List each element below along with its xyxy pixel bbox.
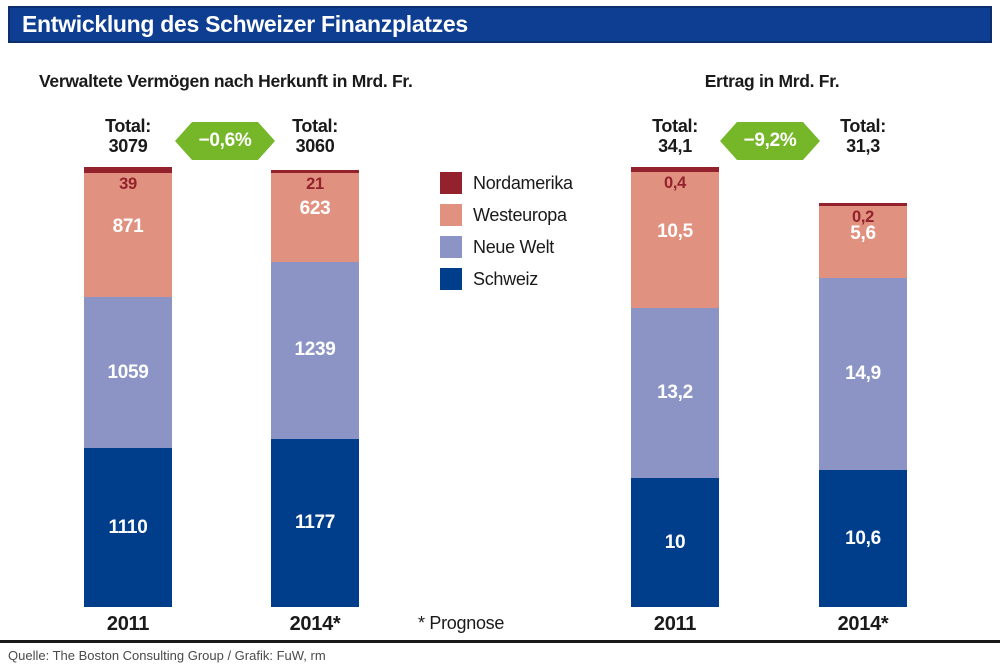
segment-value-schweiz: 10,6 — [845, 527, 881, 549]
total-value: 3079 — [108, 136, 148, 156]
segment-value-schweiz: 10 — [664, 531, 686, 553]
segment-schweiz: 1110 — [84, 448, 172, 607]
change-badge: −0,6% — [175, 122, 275, 160]
chart-title: Ertrag in Mrd. Fr. — [704, 71, 840, 91]
segment-value-nordamerika: 0,4 — [663, 174, 687, 193]
total-label-2014: Total: 31,3 — [840, 116, 886, 156]
total-caption: Total: — [292, 116, 338, 136]
segment-neue-welt: 14,9 — [819, 277, 907, 471]
legend-item-westeuropa: Westeuropa — [440, 204, 573, 226]
page-title: Entwicklung des Schweizer Finanzplatzes — [22, 11, 468, 37]
bar-2014-: 1177 1239 623 21 2014* — [271, 169, 359, 635]
segment-value-neue-welt: 1059 — [107, 361, 149, 383]
segment-schweiz: 10,6 — [819, 470, 907, 607]
segment-value-westeuropa: 5,6 — [850, 222, 876, 244]
segment-value-schweiz: 1110 — [108, 516, 148, 538]
bar-2011: 1110 1059 871 39 2011 — [84, 167, 172, 635]
chart-title: Verwaltete Vermögen nach Herkunft in Mrd… — [39, 71, 413, 91]
total-caption: Total: — [105, 116, 151, 136]
change-badge: −9,2% — [720, 122, 820, 160]
bar-2014-: 10,6 14,9 5,6 0,2 2014* — [819, 203, 907, 635]
total-value: 34,1 — [658, 136, 692, 156]
segment-nordamerika — [819, 203, 907, 206]
total-value: 31,3 — [846, 136, 880, 156]
bar-2011: 10 13,2 10,5 0,4 2011 — [631, 167, 719, 635]
category-label-2011: 2011 — [653, 613, 697, 635]
total-caption: Total: — [840, 116, 886, 136]
segment-value-nordamerika: 21 — [306, 174, 324, 193]
legend-label-neue-welt: Neue Welt — [473, 236, 555, 257]
legend-label-nordamerika: Nordamerika — [473, 172, 573, 193]
legend-item-nordamerika: Nordamerika — [440, 172, 573, 194]
change-value: −0,6% — [198, 130, 252, 151]
segment-neue-welt: 13,2 — [631, 307, 719, 478]
legend-swatch-westeuropa — [440, 204, 462, 226]
category-label-2014-: 2014* — [289, 613, 341, 635]
category-label-2014-: 2014* — [837, 613, 889, 635]
segment-schweiz: 1177 — [271, 438, 359, 607]
segment-neue-welt: 1239 — [271, 261, 359, 439]
segment-value-schweiz: 1177 — [294, 511, 336, 533]
total-label-2014: Total: 3060 — [292, 116, 338, 156]
total-caption: Total: — [652, 116, 698, 136]
legend-item-schweiz: Schweiz — [440, 268, 573, 290]
segment-westeuropa: 5,6 0,2 — [819, 205, 907, 278]
legend-swatch-nordamerika — [440, 172, 462, 194]
segment-schweiz: 10 — [631, 478, 719, 607]
footer-divider — [0, 640, 1000, 643]
segment-value-nordamerika: 39 — [119, 174, 137, 193]
page-title-bar: Entwicklung des Schweizer Finanzplatzes — [8, 6, 992, 43]
legend-label-westeuropa: Westeuropa — [473, 204, 567, 225]
segment-value-westeuropa: 10,5 — [657, 220, 693, 242]
segment-nordamerika — [84, 167, 172, 173]
legend-swatch-schweiz — [440, 268, 462, 290]
segment-value-neue-welt: 1239 — [294, 339, 336, 361]
segment-value-nordamerika: 0,2 — [851, 207, 875, 226]
segment-value-neue-welt: 13,2 — [657, 381, 693, 403]
legend-item-neue-welt: Neue Welt — [440, 236, 573, 258]
legend: Nordamerika Westeuropa Neue Welt Schweiz — [440, 172, 573, 300]
total-label-2011: Total: 3079 — [105, 116, 151, 156]
segment-value-westeuropa: 871 — [112, 215, 144, 237]
segment-westeuropa: 871 39 — [84, 172, 172, 298]
segment-westeuropa: 623 21 — [271, 172, 359, 262]
legend-label-schweiz: Schweiz — [473, 268, 538, 289]
segment-neue-welt: 1059 — [84, 297, 172, 449]
source-credit: Quelle: The Boston Consulting Group / Gr… — [8, 648, 326, 663]
change-value: −9,2% — [743, 130, 797, 151]
segment-value-westeuropa: 623 — [299, 198, 331, 220]
category-label-2011: 2011 — [106, 613, 150, 635]
footnote-prognose: * Prognose — [418, 613, 505, 633]
total-label-2011: Total: 34,1 — [652, 116, 698, 156]
legend-swatch-neue-welt — [440, 236, 462, 258]
segment-nordamerika — [271, 169, 359, 173]
segment-westeuropa: 10,5 0,4 — [631, 172, 719, 308]
segment-value-neue-welt: 14,9 — [845, 363, 881, 385]
segment-nordamerika — [631, 167, 719, 173]
total-value: 3060 — [295, 136, 335, 156]
